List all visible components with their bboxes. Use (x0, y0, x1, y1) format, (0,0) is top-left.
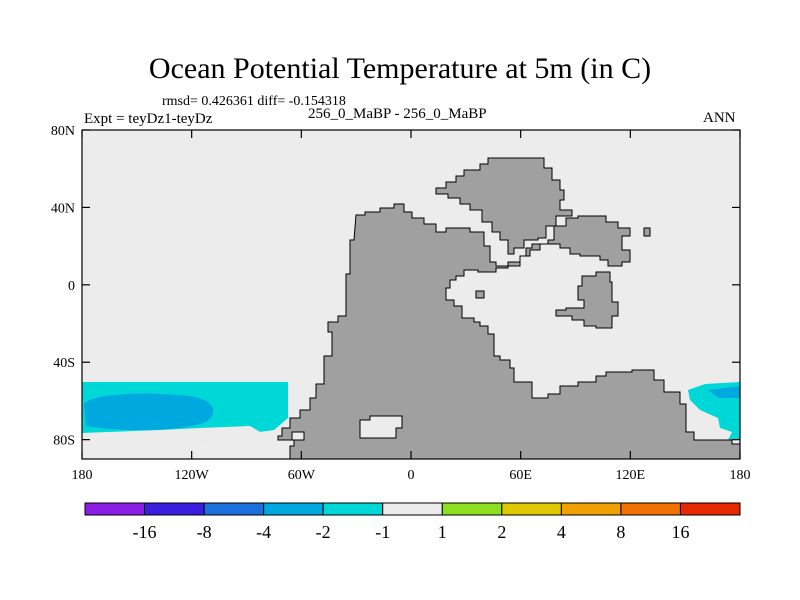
eastern-island (555, 271, 619, 329)
case-label: 256_0_MaBP - 256_0_MaBP (308, 106, 487, 122)
x-tick-label: 120E (616, 468, 646, 483)
colorbar-label: 4 (557, 522, 566, 542)
x-tick-label: 0 (408, 468, 415, 483)
coastal-inlet (291, 431, 305, 441)
map-layer (82, 157, 740, 459)
colorbar-label: -1 (375, 522, 390, 542)
x-tick-label: 180 (72, 468, 93, 483)
y-tick-label: 80S (53, 434, 75, 449)
colorbar-swatch (382, 502, 443, 516)
colorbar-label: -16 (133, 522, 157, 542)
colorbar-label: -2 (316, 522, 331, 542)
colorbar: -16 -8 -4 -2 -1 1 2 4 8 16 (84, 502, 741, 542)
y-tick-label: 40S (53, 356, 75, 371)
chart-title: Ocean Potential Temperature at 5m (in C) (148, 52, 652, 85)
colorbar-swatch (620, 502, 681, 516)
colorbar-swatch (560, 502, 622, 516)
experiment-label: Expt = teyDz1-teyDz (84, 111, 213, 127)
colorbar-swatch (441, 502, 503, 516)
small-islet (475, 290, 485, 299)
colorbar-label: 8 (616, 522, 625, 542)
x-tick-label: 60W (288, 468, 316, 483)
rmsd-diff-stats: rmsd= 0.426361 diff= -0.154318 (162, 94, 346, 109)
colorbar-label: 16 (671, 522, 689, 542)
x-tick-label: 120W (175, 468, 210, 483)
colorbar-label: -8 (197, 522, 212, 542)
colorbar-swatch (679, 502, 741, 516)
northeast-islet (643, 227, 651, 237)
inland-sea (359, 415, 403, 439)
colorbar-swatch (322, 502, 384, 516)
y-tick-label: 0 (68, 279, 75, 294)
colorbar-label: 1 (438, 522, 447, 542)
anomaly-core-west (84, 393, 214, 431)
x-tick-label: 60E (509, 468, 532, 483)
y-tick-label: 80N (51, 124, 75, 139)
colorbar-swatch (501, 502, 562, 516)
y-tick-label: 40N (51, 201, 75, 216)
x-axis: 180 120W 60W 0 60E 120E 180 (72, 130, 751, 483)
y-axis: 80N 40N 0 40S 80S (51, 124, 740, 449)
colorbar-swatch (84, 502, 146, 516)
colorbar-swatch (144, 502, 205, 516)
x-tick-label: 180 (730, 468, 751, 483)
season-label: ANN (703, 110, 736, 126)
colorbar-label: 2 (497, 522, 506, 542)
anomaly-core-east (708, 386, 740, 398)
colorbar-swatch (203, 502, 265, 516)
colorbar-swatch (263, 502, 324, 516)
north-polar-landmass (435, 157, 573, 255)
anomaly-gap-west (82, 426, 262, 443)
colorbar-label: -4 (256, 522, 271, 542)
